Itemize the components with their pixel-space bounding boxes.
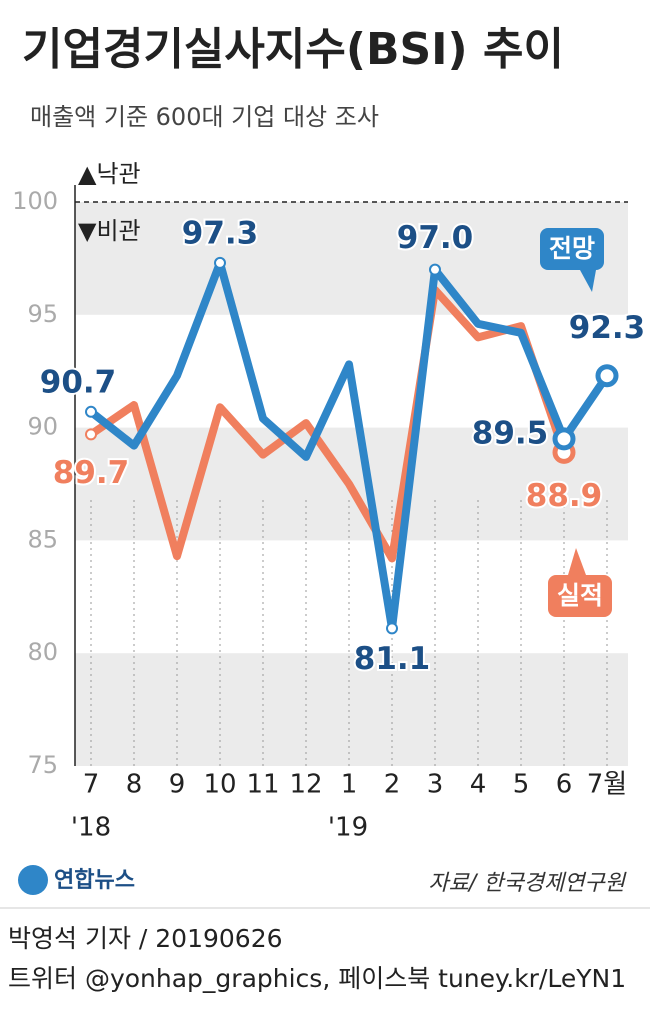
x-tick-label: 11	[246, 770, 279, 800]
data-label: 97.3	[182, 215, 259, 251]
social: 트위터 @yonhap_graphics, 페이스북 tuney.kr/LeYN…	[8, 964, 626, 993]
source: 자료/ 한국경제연구원	[428, 871, 626, 896]
year-label: '18	[71, 813, 111, 843]
data-label: 90.7	[40, 364, 117, 400]
legend-box	[540, 228, 604, 270]
x-tick-label: 8	[126, 770, 143, 800]
legend-label: 전망	[549, 234, 595, 263]
y-tick-label: 75	[27, 751, 58, 779]
point	[552, 427, 576, 451]
annotation: ▼비관	[78, 217, 141, 245]
logo-icon	[18, 865, 48, 895]
series-line	[88, 285, 568, 563]
x-tick-label: 7월	[587, 770, 627, 800]
grid-band	[75, 202, 628, 315]
x-tick-label: 5	[513, 770, 530, 800]
chart-subtitle: 매출액 기준 600대 기업 대상 조사	[30, 103, 379, 131]
point	[595, 364, 619, 388]
point	[386, 622, 398, 635]
byline: 박영석 기자 / 20190626	[8, 924, 283, 953]
x-tick-label: 1	[341, 770, 358, 800]
data-label: 89.5	[472, 415, 549, 451]
legend-label: 실적	[557, 581, 603, 610]
x-tick-label: 12	[289, 770, 322, 800]
legend-box	[548, 575, 612, 617]
x-tick-label: 7	[83, 770, 100, 800]
point	[85, 428, 97, 441]
data-label: 88.9	[526, 478, 603, 514]
y-tick-label: 95	[27, 300, 58, 328]
logo: 연합뉴스	[54, 867, 135, 893]
data-label: 97.0	[397, 220, 474, 256]
x-tick-label: 2	[384, 770, 401, 800]
point	[85, 405, 97, 418]
x-tick-label: 9	[169, 770, 186, 800]
chart-title: 기업경기실사지수(BSI) 추이	[22, 24, 564, 75]
data-label: 89.7	[53, 455, 130, 491]
y-tick-label: 85	[27, 525, 58, 553]
legend-pointer	[568, 548, 586, 575]
series-line	[88, 258, 611, 633]
year-label: '19	[328, 813, 368, 843]
point	[429, 263, 441, 276]
y-tick-label: 80	[27, 638, 58, 666]
legend-pointer	[580, 270, 596, 292]
y-tick-label: 100	[12, 187, 58, 215]
grid-band	[75, 653, 628, 766]
x-tick-label: 6	[556, 770, 573, 800]
x-tick-label: 10	[203, 770, 236, 800]
y-tick-label: 90	[27, 413, 58, 441]
x-tick-label: 4	[470, 770, 487, 800]
data-label: 92.3	[569, 310, 646, 346]
annotation: ▲낙관	[78, 160, 141, 188]
x-tick-label: 3	[427, 770, 444, 800]
point	[214, 256, 226, 269]
data-label: 81.1	[354, 641, 431, 677]
